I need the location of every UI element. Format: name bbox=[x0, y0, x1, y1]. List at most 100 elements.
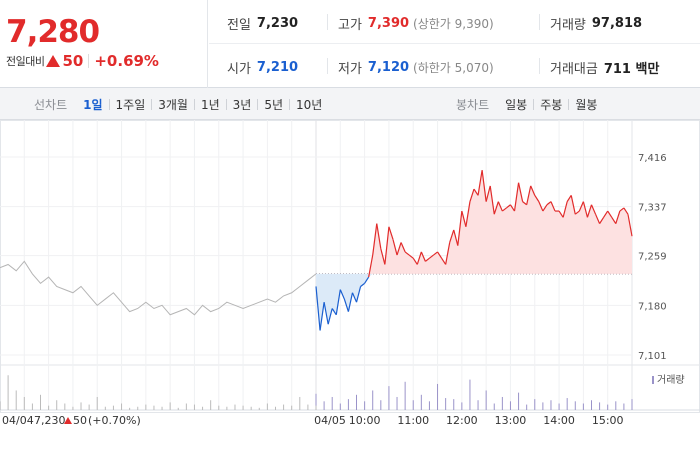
tab-line-period-0[interactable]: 1일 bbox=[83, 98, 103, 112]
down-line-segment bbox=[347, 292, 354, 312]
up-line-segment bbox=[453, 229, 459, 246]
up-area-fill bbox=[316, 170, 632, 274]
x-tick-label: 12:00 bbox=[446, 414, 478, 427]
amount-label: 거래대금 bbox=[550, 62, 598, 77]
down-line-segment bbox=[327, 308, 333, 325]
up-line-segment bbox=[465, 201, 471, 227]
up-line-segment bbox=[582, 201, 589, 218]
up-line-segment bbox=[420, 251, 426, 262]
x-tick-date: 04/04 bbox=[2, 414, 34, 427]
up-line-segment bbox=[392, 239, 398, 256]
down-line-segment bbox=[315, 286, 321, 331]
x-tick-label: 15:00 bbox=[592, 414, 624, 427]
up-line-segment bbox=[590, 204, 597, 215]
up-line-segment bbox=[441, 257, 447, 265]
up-line-segment bbox=[534, 195, 540, 202]
up-line-segment bbox=[517, 182, 524, 202]
high-stat: 고가 7,390 (상한가 9,390) bbox=[338, 14, 494, 33]
up-triangle-icon bbox=[64, 417, 72, 424]
up-line-segment bbox=[506, 204, 511, 209]
y-tick-label: 7,180 bbox=[638, 301, 667, 312]
up-line-segment bbox=[461, 210, 467, 227]
up-line-segment bbox=[574, 210, 580, 215]
volume-value: 97,818 bbox=[591, 16, 643, 31]
up-line-segment bbox=[530, 185, 536, 196]
volume-stat: 거래량 97,818 bbox=[550, 14, 642, 33]
up-line-segment bbox=[433, 251, 438, 256]
up-line-segment bbox=[408, 254, 414, 259]
lower-limit: (하한가 5,070) bbox=[413, 61, 494, 75]
high-value: 7,390 bbox=[367, 16, 410, 31]
open-stat: 시가 7,210 bbox=[227, 58, 298, 77]
up-line-segment bbox=[489, 185, 495, 215]
tab-divider bbox=[193, 99, 195, 110]
current-price: 7,280 bbox=[6, 14, 100, 50]
up-line-segment bbox=[425, 257, 430, 262]
up-line-segment bbox=[416, 251, 422, 265]
tab-line-period-5[interactable]: 5년 bbox=[264, 98, 284, 112]
change-row: 전일대비 50 +0.69% bbox=[6, 52, 159, 70]
prev-day-close: 7,230 bbox=[34, 414, 66, 427]
up-line-segment bbox=[558, 210, 564, 218]
up-line-segment bbox=[400, 242, 406, 253]
stats-row: 시가 7,210 저가 7,120 (하한가 5,070) 거래대금 711 백… bbox=[209, 44, 700, 88]
tab-divider bbox=[289, 99, 291, 110]
tab-divider bbox=[108, 99, 110, 110]
candle-chart-title: 봉차트 bbox=[456, 98, 490, 112]
tab-line-period-2[interactable]: 3개월 bbox=[158, 98, 188, 112]
tab-candle-period-0[interactable]: 일봉 bbox=[505, 98, 528, 112]
current-price-box: 7,280 전일대비 50 +0.69% bbox=[0, 0, 208, 88]
amount-stat: 거래대금 711 백만 bbox=[550, 58, 659, 77]
volume-label: 거래량 bbox=[550, 18, 586, 33]
up-line-segment bbox=[501, 207, 507, 212]
intraday-price-chart: 7,416 7,337 7,259 7,180 7,101 거래량 04/04 7,230 50… bbox=[0, 120, 700, 427]
up-line-segment bbox=[481, 170, 487, 202]
up-line-segment bbox=[611, 217, 617, 224]
tab-divider bbox=[225, 99, 227, 110]
up-line-segment bbox=[457, 210, 463, 246]
up-line-segment bbox=[542, 204, 548, 212]
up-line-segment bbox=[404, 251, 410, 256]
change-percent: +0.69% bbox=[94, 52, 159, 70]
up-line-segment bbox=[603, 210, 609, 218]
down-line-segment bbox=[331, 308, 337, 316]
candle-chart-tabs: 봉차트 일봉 주봉 월봉 bbox=[456, 96, 603, 113]
down-line-segment bbox=[335, 289, 341, 315]
y-tick-label: 7,416 bbox=[638, 153, 667, 164]
low-stat: 저가 7,120 (하한가 5,070) bbox=[338, 58, 494, 77]
tab-line-period-1[interactable]: 1주일 bbox=[115, 98, 146, 112]
up-line-segment bbox=[372, 223, 378, 256]
x-tick-label: 13:00 bbox=[495, 414, 527, 427]
tab-line-period-4[interactable]: 3년 bbox=[232, 98, 252, 112]
up-line-segment bbox=[449, 229, 455, 243]
tab-candle-period-2[interactable]: 월봉 bbox=[575, 98, 598, 112]
up-triangle-icon bbox=[46, 55, 61, 67]
down-line-segment bbox=[323, 302, 329, 325]
prev-day-change: 50 bbox=[73, 414, 87, 427]
low-label: 저가 bbox=[338, 62, 362, 77]
up-line-segment bbox=[562, 201, 568, 218]
up-line-segment bbox=[594, 213, 601, 224]
open-label: 시가 bbox=[227, 62, 251, 77]
tab-line-period-6[interactable]: 10년 bbox=[296, 98, 323, 112]
y-tick-label: 7,101 bbox=[638, 351, 667, 362]
divider bbox=[539, 14, 540, 30]
stats-table: 전일 7,230 고가 7,390 (상한가 9,390) 거래량 97,818… bbox=[209, 0, 700, 88]
x-tick-label: 14:00 bbox=[543, 414, 575, 427]
tab-line-period-3[interactable]: 1년 bbox=[200, 98, 220, 112]
up-line-segment bbox=[578, 201, 584, 212]
prev-close-stat: 전일 7,230 bbox=[227, 14, 298, 33]
tab-candle-period-1[interactable]: 주봉 bbox=[540, 98, 563, 112]
prev-day-line bbox=[0, 260, 317, 316]
divider bbox=[88, 54, 90, 68]
low-value: 7,120 bbox=[367, 60, 410, 75]
down-line-segment bbox=[339, 289, 345, 300]
up-line-segment bbox=[566, 195, 572, 202]
tab-divider bbox=[257, 99, 259, 110]
stats-row: 전일 7,230 고가 7,390 (상한가 9,390) 거래량 97,818 bbox=[209, 0, 700, 44]
period-tabs: 선차트 1일 1주일 3개월 1년 3년 5년 10년 봉차트 일봉 주봉 월봉 bbox=[0, 88, 700, 120]
down-line-segment bbox=[355, 286, 362, 303]
up-line-segment bbox=[550, 201, 556, 212]
divider bbox=[327, 58, 328, 74]
up-line-segment bbox=[485, 185, 491, 202]
